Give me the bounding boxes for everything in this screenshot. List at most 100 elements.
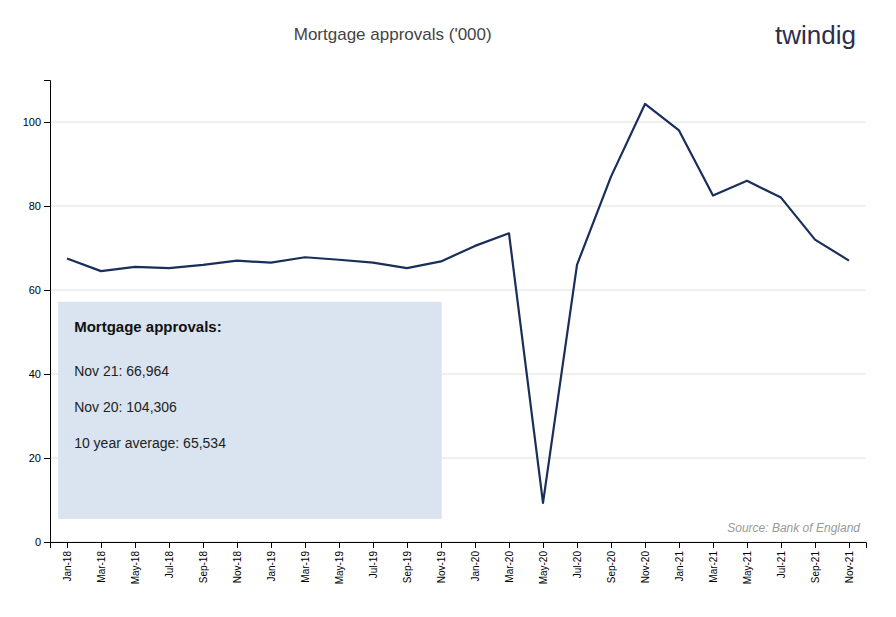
logo: twindig <box>775 20 856 50</box>
x-tick: Jan-18 <box>62 542 73 582</box>
source: Source: Bank of England <box>727 521 860 535</box>
x-tick-label: Sep-20 <box>606 551 617 584</box>
x-tick-label: Nov-18 <box>232 551 243 584</box>
grid-line <box>50 122 866 123</box>
y-tick-label: 40 <box>29 368 41 380</box>
x-tick: Jul-21 <box>776 542 787 578</box>
x-tick-mark <box>441 542 442 548</box>
x-tick-label: Jul-18 <box>164 551 175 579</box>
x-tick-mark <box>849 542 850 548</box>
x-tick-label: Mar-20 <box>504 551 515 583</box>
plot-area: 0 20 40 60 80 100 Jan-18 Mar-18 May-18 Jul-18 Sep-… <box>23 81 867 585</box>
x-tick: Jan-21 <box>674 542 685 582</box>
y-tick: 40 <box>29 368 50 380</box>
x-tick-mark <box>67 542 68 548</box>
x-tick-mark <box>475 542 476 548</box>
x-tick-mark <box>271 542 272 548</box>
y-tick: 0 <box>35 536 50 548</box>
x-tick: May-18 <box>130 542 141 584</box>
x-tick-mark <box>611 542 612 548</box>
x-tick-label: Nov-19 <box>436 551 447 584</box>
annotation-title: Mortgage approvals: <box>74 318 222 335</box>
x-tick-mark <box>713 542 714 548</box>
x-tick-label: Mar-19 <box>300 551 311 583</box>
x-tick-label: May-18 <box>130 551 141 585</box>
x-tick-label: Jul-19 <box>368 551 379 579</box>
x-tick-label: Sep-18 <box>198 551 209 584</box>
x-tick: Nov-18 <box>232 542 243 583</box>
x-tick-mark <box>679 542 680 548</box>
x-tick-label: Jul-20 <box>572 551 583 579</box>
annotation: Mortgage approvals: Nov 21: 66,964 Nov 20:… <box>58 302 442 519</box>
y-tick: 100 <box>23 116 50 128</box>
chart: 0 20 40 60 80 100 Jan-18 Mar-18 May-18 Jul-18 Sep-… <box>0 0 896 617</box>
y-tick: 20 <box>29 452 50 464</box>
x-tick-mark <box>781 542 782 548</box>
annotation-box <box>58 302 442 519</box>
x-tick: Sep-19 <box>402 542 413 583</box>
title: Mortgage approvals ('000) <box>294 25 492 44</box>
x-tick-mark <box>509 542 510 548</box>
x-tick: Jul-20 <box>572 542 583 578</box>
x-axis: Jan-18 Mar-18 May-18 Jul-18 Sep-18 Nov-18 Jan-… <box>51 542 867 584</box>
x-tick-mark <box>203 542 204 548</box>
x-tick-label: Nov-21 <box>844 551 855 584</box>
x-tick-mark <box>237 542 238 548</box>
annotation-line: Nov 21: 66,964 <box>74 363 169 379</box>
y-tick: 60 <box>29 284 50 296</box>
x-tick-mark <box>373 542 374 548</box>
x-tick-label: May-21 <box>742 551 753 585</box>
annotation-line: 10 year average: 65,534 <box>74 435 226 451</box>
x-tick-mark <box>169 542 170 548</box>
y-tick-label: 0 <box>35 536 41 548</box>
x-tick-mark <box>543 542 544 548</box>
grid-line <box>50 206 866 207</box>
grid-line <box>50 290 866 291</box>
x-tick-label: Sep-21 <box>810 551 821 584</box>
y-tick-label: 80 <box>29 200 41 212</box>
y-tick-mark <box>44 290 50 291</box>
x-tick-mark <box>645 542 646 548</box>
x-tick-label: Jan-18 <box>62 551 73 582</box>
y-tick-label: 20 <box>29 452 41 464</box>
x-tick: Mar-20 <box>504 542 515 583</box>
x-tick-mark <box>339 542 340 548</box>
x-tick: Mar-18 <box>96 542 107 583</box>
x-tick-label: Mar-18 <box>96 551 107 583</box>
y-tick-label: 60 <box>29 284 41 296</box>
y-tick-label: 100 <box>23 116 41 128</box>
x-tick-label: May-19 <box>334 551 345 585</box>
y-axis-line <box>44 81 51 543</box>
x-tick-label: Jan-19 <box>266 551 277 582</box>
x-tick: Sep-18 <box>198 542 209 583</box>
x-axis-line <box>51 543 867 549</box>
y-tick-mark <box>44 374 50 375</box>
x-tick-mark <box>815 542 816 548</box>
y-tick-mark <box>44 542 50 543</box>
y-tick-mark <box>44 458 50 459</box>
x-tick-label: Mar-21 <box>708 551 719 583</box>
x-tick: May-19 <box>334 542 345 584</box>
x-tick: Sep-21 <box>810 542 821 583</box>
y-axis: 0 20 40 60 80 100 <box>23 81 51 549</box>
x-tick: Mar-21 <box>708 542 719 583</box>
grid <box>50 122 866 542</box>
x-tick: Jan-19 <box>266 542 277 582</box>
annotation-line: Nov 20: 104,306 <box>74 399 177 415</box>
x-tick: May-20 <box>538 542 549 584</box>
y-tick: 80 <box>29 200 50 212</box>
x-tick-mark <box>577 542 578 548</box>
x-tick: Nov-21 <box>844 542 855 583</box>
x-tick-label: Nov-20 <box>640 551 651 584</box>
x-tick: Nov-19 <box>436 542 447 583</box>
x-tick-label: Jan-20 <box>470 551 481 582</box>
x-tick: Jan-20 <box>470 542 481 582</box>
x-tick: Jul-19 <box>368 542 379 578</box>
y-tick-mark <box>44 122 50 123</box>
x-tick-mark <box>101 542 102 548</box>
x-tick-mark <box>135 542 136 548</box>
x-tick-label: Jan-21 <box>674 551 685 582</box>
x-tick: Nov-20 <box>640 542 651 583</box>
x-tick: May-21 <box>742 542 753 584</box>
x-tick-mark <box>305 542 306 548</box>
